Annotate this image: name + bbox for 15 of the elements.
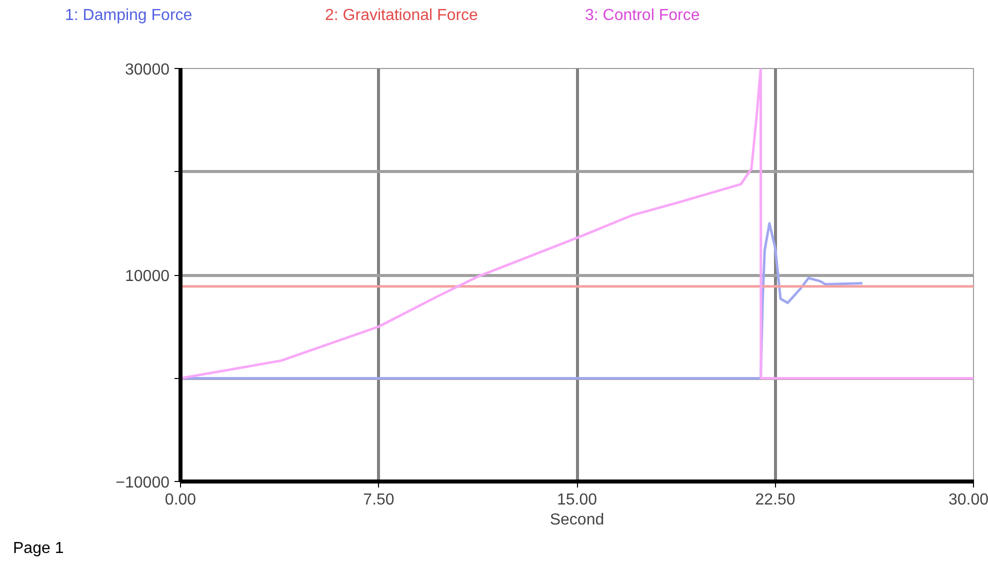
- y-tick-label: 10000: [125, 268, 170, 285]
- text: 1: Damping Force: [65, 6, 194, 26]
- x-tick-label: 15.00: [556, 492, 598, 508]
- text: Page 1: [13, 539, 64, 559]
- x-tick-label: 7.50: [363, 492, 394, 508]
- text: 3: Control Force: [585, 6, 701, 26]
- y-tick-label: 30000: [125, 62, 170, 78]
- y-tick-label: −10000: [116, 474, 170, 492]
- x-tick-label: 22.50: [755, 492, 796, 508]
- text: 2: Gravitational Force: [325, 6, 479, 26]
- line-series: [180, 222, 864, 380]
- x-tick-label: 30.00: [948, 492, 988, 508]
- line-series: [180, 68, 974, 380]
- x-tick-label: 0.00: [164, 492, 196, 508]
- x-axis-title: Second: [550, 512, 604, 528]
